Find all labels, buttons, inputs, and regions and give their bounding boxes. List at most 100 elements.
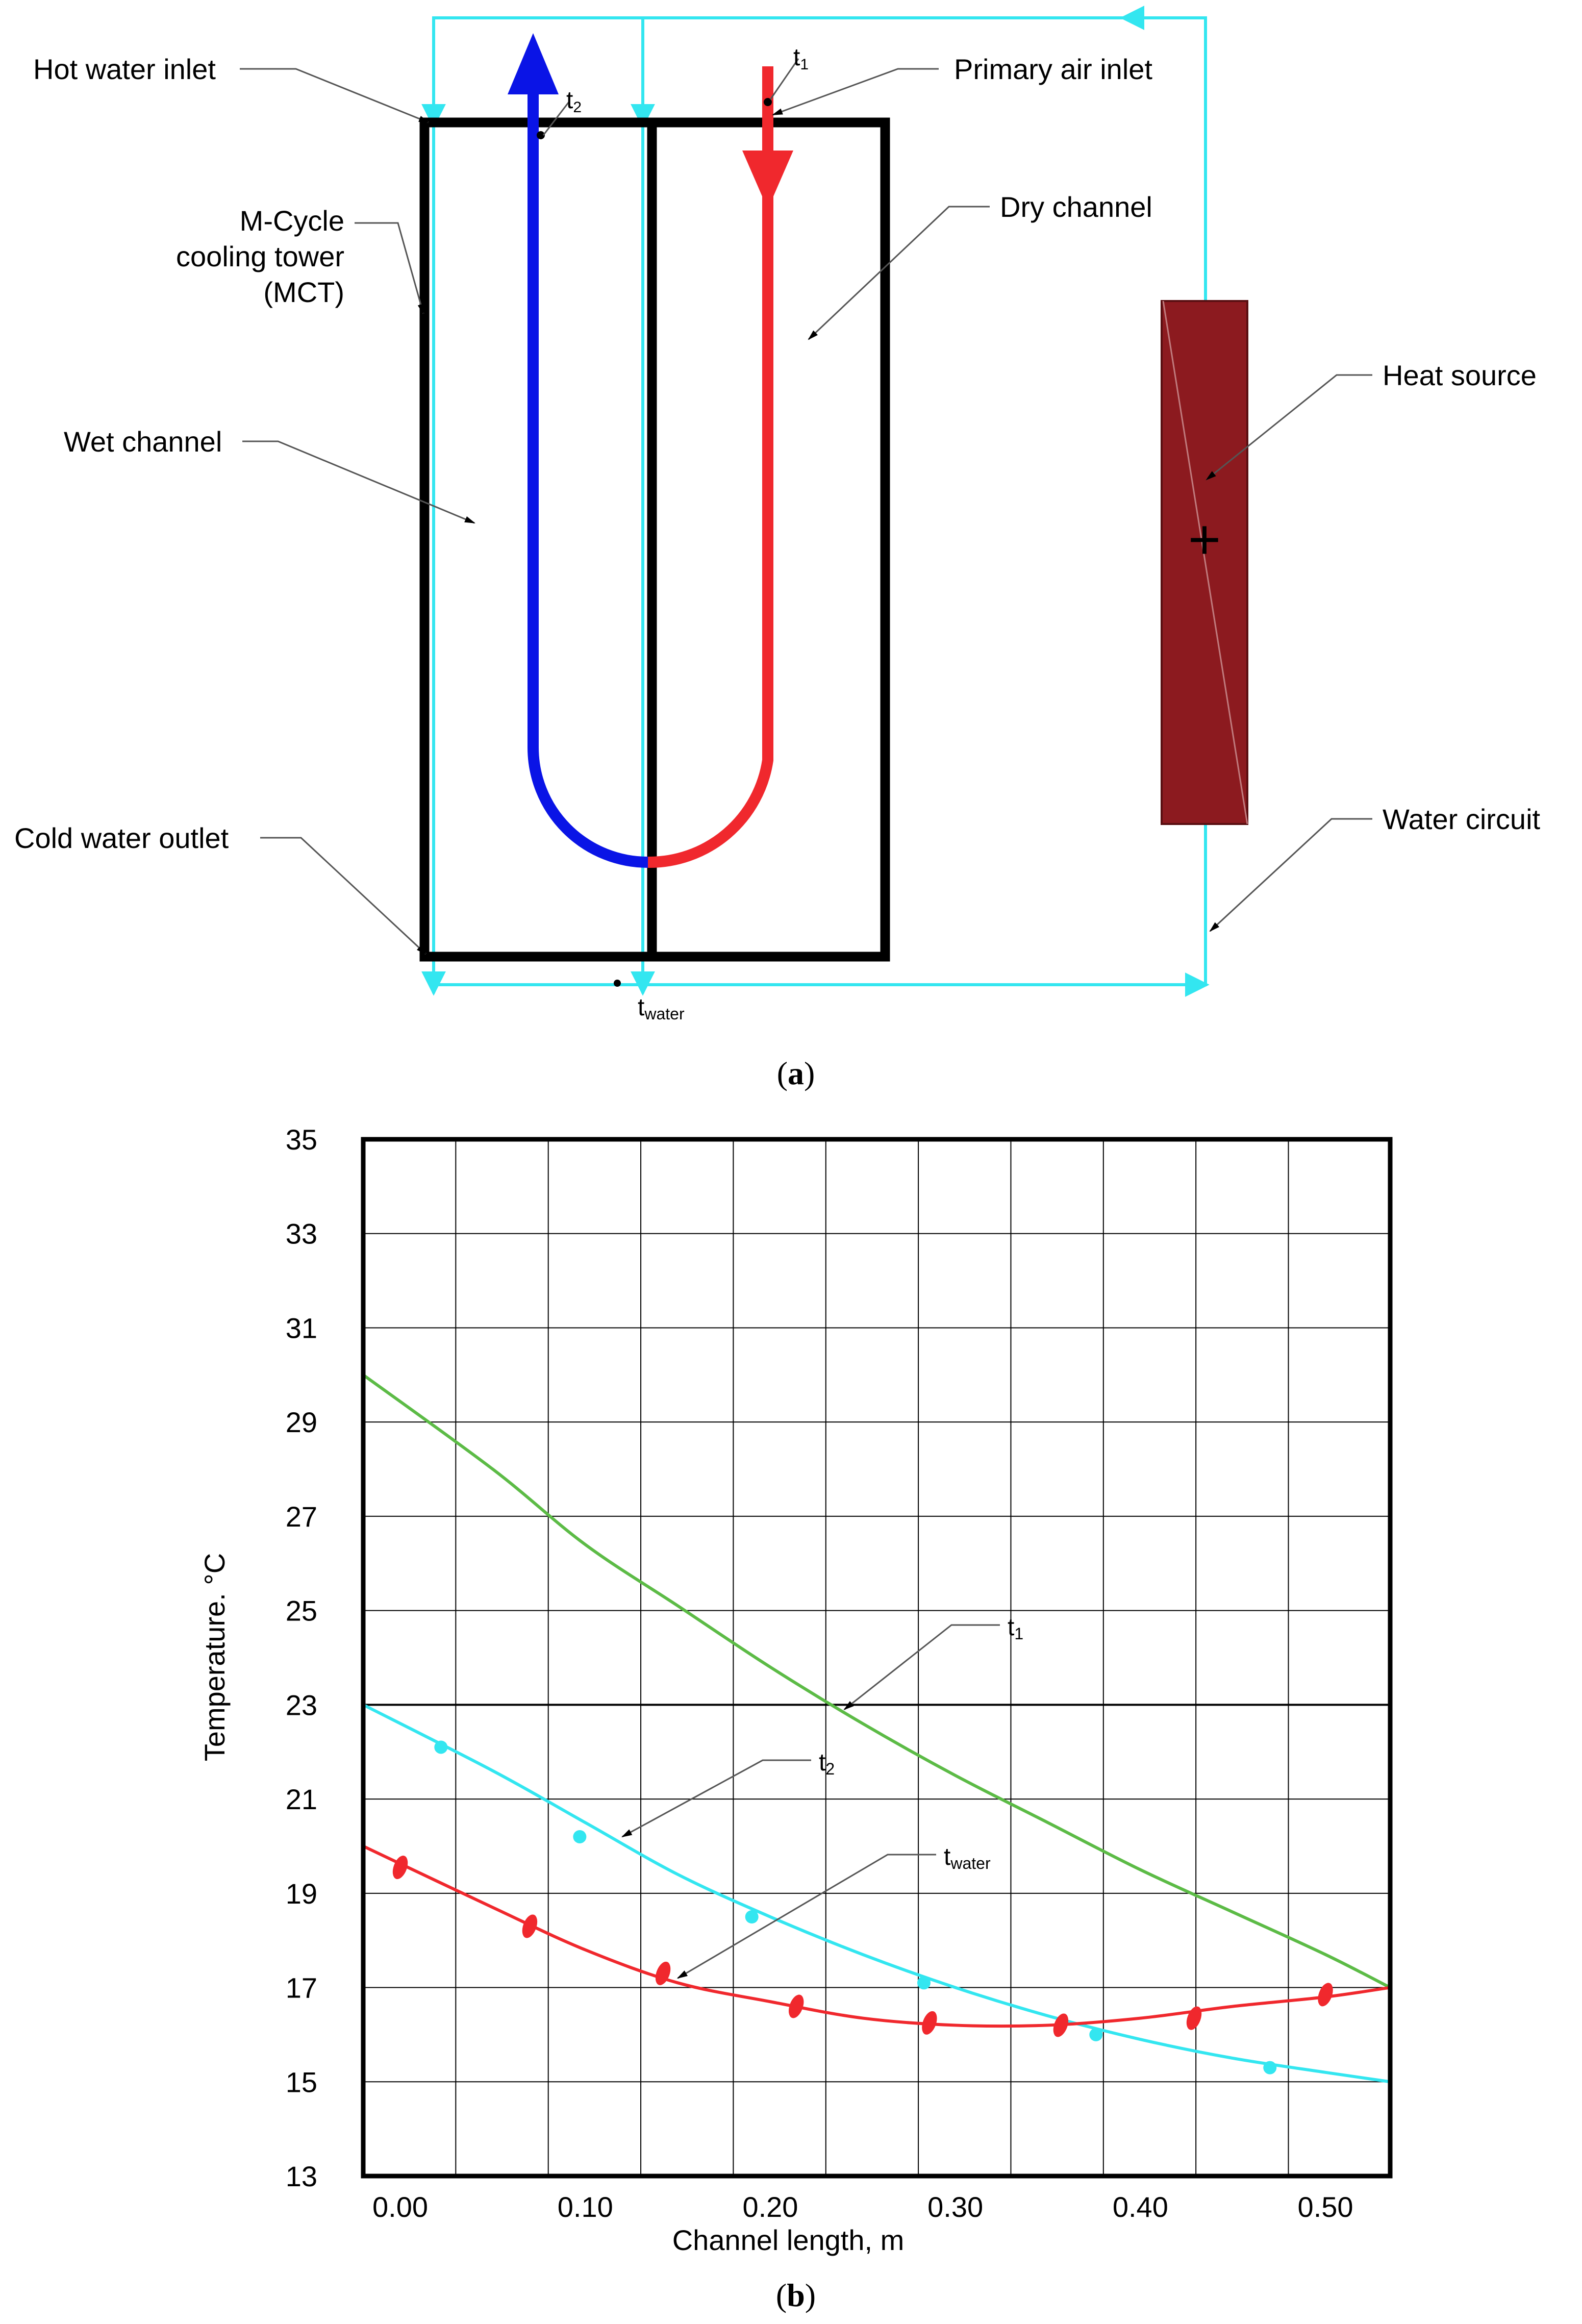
x-gridlines bbox=[455, 1139, 1289, 2176]
marker-t2-5 bbox=[1263, 2061, 1277, 2075]
water-circuit-lines bbox=[421, 5, 1210, 997]
marker-twater-0 bbox=[392, 1856, 408, 1880]
y-tick-label-11: 35 bbox=[286, 1123, 317, 1156]
y-tick-label-10: 33 bbox=[286, 1218, 317, 1250]
leader-hot-water-inlet bbox=[240, 68, 430, 123]
annotation-sub: 1 bbox=[1014, 1625, 1023, 1643]
series-markers bbox=[392, 1740, 1333, 2075]
series-line-twater bbox=[362, 1844, 1391, 2028]
series-line-t2 bbox=[362, 1703, 1391, 2084]
mct-tower bbox=[419, 117, 890, 962]
panel-label-a: (a) bbox=[777, 1055, 815, 1091]
marker-twater-1 bbox=[522, 1914, 538, 1938]
working-air-flow-path bbox=[528, 77, 648, 868]
label-mct-line3: (MCT) bbox=[263, 276, 344, 308]
marker-twater-2 bbox=[655, 1961, 671, 1985]
annotation-sub: 2 bbox=[825, 1760, 835, 1778]
label-t1-base: t bbox=[793, 44, 800, 71]
label-cold-water-outlet: Cold water outlet bbox=[14, 822, 229, 854]
annotation-label-t2: t2 bbox=[819, 1749, 835, 1778]
y-tick-label-7: 27 bbox=[286, 1501, 317, 1533]
series-lines bbox=[362, 1373, 1391, 2084]
leader-dry-channel bbox=[808, 206, 990, 340]
label-water-circuit: Water circuit bbox=[1383, 803, 1541, 835]
annotation-base: t bbox=[944, 1843, 950, 1870]
label-twater: twater bbox=[638, 994, 685, 1023]
marker-t2-1 bbox=[573, 1830, 587, 1843]
x-tick-label-0: 0.00 bbox=[372, 2191, 428, 2223]
label-mct-line1: M-Cycle bbox=[240, 205, 344, 237]
plot-area-frame bbox=[361, 1137, 1393, 2179]
y-tick-label-5: 23 bbox=[286, 1689, 317, 1721]
marker-twater-4 bbox=[922, 2011, 937, 2035]
plot-area-background bbox=[363, 1139, 1390, 2176]
label-t1-sub: 1 bbox=[800, 56, 809, 73]
x-tick-label-4: 0.40 bbox=[1113, 2191, 1168, 2223]
label-t2: t2 bbox=[566, 87, 582, 116]
label-primary-air-inlet: Primary air inlet bbox=[954, 53, 1152, 85]
primary-air-flow-path bbox=[647, 66, 773, 868]
leader-water-circuit bbox=[1209, 818, 1372, 932]
t1-probe-dot bbox=[764, 98, 772, 106]
diagram-labels: Hot water inlet M-Cycle cooling tower (M… bbox=[14, 44, 1541, 1023]
y-tick-label-4: 21 bbox=[286, 1783, 317, 1815]
label-heat-source: Heat source bbox=[1383, 359, 1537, 391]
label-t2-base: t bbox=[566, 87, 573, 114]
panel-label-a-letter: a bbox=[788, 1055, 804, 1091]
heat-source-diagonal bbox=[1162, 301, 1248, 824]
y-tick-labels: 13 15 17 19 21 23 25 27 29 31 33 35 bbox=[286, 1123, 317, 2192]
marker-twater-3 bbox=[789, 1994, 804, 2018]
label-twater-sub: water bbox=[644, 1005, 685, 1023]
twater-probe-dot bbox=[614, 980, 621, 987]
label-t2-sub: 2 bbox=[573, 99, 582, 116]
annotation-leader-twater bbox=[676, 1854, 936, 1979]
y-tick-label-1: 15 bbox=[286, 2066, 317, 2098]
panel-label-b: (b) bbox=[776, 2277, 816, 2313]
x-tick-labels: 0.00 0.10 0.20 0.30 0.40 0.50 bbox=[372, 2191, 1353, 2223]
primary-air-arrow-head bbox=[742, 151, 793, 209]
leader-lines bbox=[240, 58, 1372, 955]
marker-t2-0 bbox=[434, 1740, 448, 1754]
y-tick-label-8: 29 bbox=[286, 1406, 317, 1438]
leader-primary-air-inlet bbox=[772, 68, 939, 116]
heat-source-plus: + bbox=[1188, 508, 1221, 571]
leader-wet-channel bbox=[242, 440, 475, 524]
t2-probe-dot bbox=[537, 131, 545, 139]
y-tick-label-9: 31 bbox=[286, 1312, 317, 1344]
heat-source: + bbox=[1161, 300, 1248, 825]
y-tick-label-2: 17 bbox=[286, 1972, 317, 2004]
panel-label-b-letter: b bbox=[787, 2277, 805, 2313]
series-line-t1 bbox=[362, 1373, 1391, 1989]
leader-t2 bbox=[542, 102, 570, 136]
annotation-leader-t2 bbox=[621, 1759, 811, 1838]
x-axis-label: Channel length, m bbox=[672, 2224, 905, 2256]
label-hot-water-inlet: Hot water inlet bbox=[33, 53, 216, 85]
label-dry-channel: Dry channel bbox=[1000, 191, 1152, 223]
annotation-base: t bbox=[1008, 1614, 1014, 1641]
marker-t2-2 bbox=[745, 1910, 759, 1923]
y-axis-label: Temperature. °C bbox=[198, 1553, 231, 1761]
y-tick-label-6: 25 bbox=[286, 1595, 317, 1627]
y-tick-label-3: 19 bbox=[286, 1878, 317, 1910]
marker-twater-7 bbox=[1318, 1983, 1333, 2007]
annotation-leader-t1 bbox=[843, 1624, 1000, 1710]
x-tick-label-2: 0.20 bbox=[742, 2191, 798, 2223]
x-tick-label-3: 0.30 bbox=[927, 2191, 983, 2223]
marker-twater-6 bbox=[1186, 2006, 1202, 2030]
y-tick-label-0: 13 bbox=[286, 2160, 317, 2192]
schematic-diagram: + Hot water inlet M-Cycle cooling tower … bbox=[14, 5, 1541, 1091]
x-tick-label-1: 0.10 bbox=[558, 2191, 613, 2223]
marker-twater-5 bbox=[1053, 2013, 1069, 2037]
leader-mct bbox=[355, 222, 424, 315]
annotation-label-twater: twater bbox=[944, 1843, 991, 1872]
leader-heat-source bbox=[1206, 374, 1372, 481]
working-air-arrow-head bbox=[508, 33, 559, 94]
label-t1: t1 bbox=[793, 44, 809, 73]
label-mct-line2: cooling tower bbox=[176, 240, 344, 272]
marker-t2-4 bbox=[1089, 2028, 1103, 2041]
label-twater-base: t bbox=[638, 994, 644, 1021]
annotation-base: t bbox=[819, 1749, 825, 1776]
marker-t2-3 bbox=[917, 1976, 931, 1990]
